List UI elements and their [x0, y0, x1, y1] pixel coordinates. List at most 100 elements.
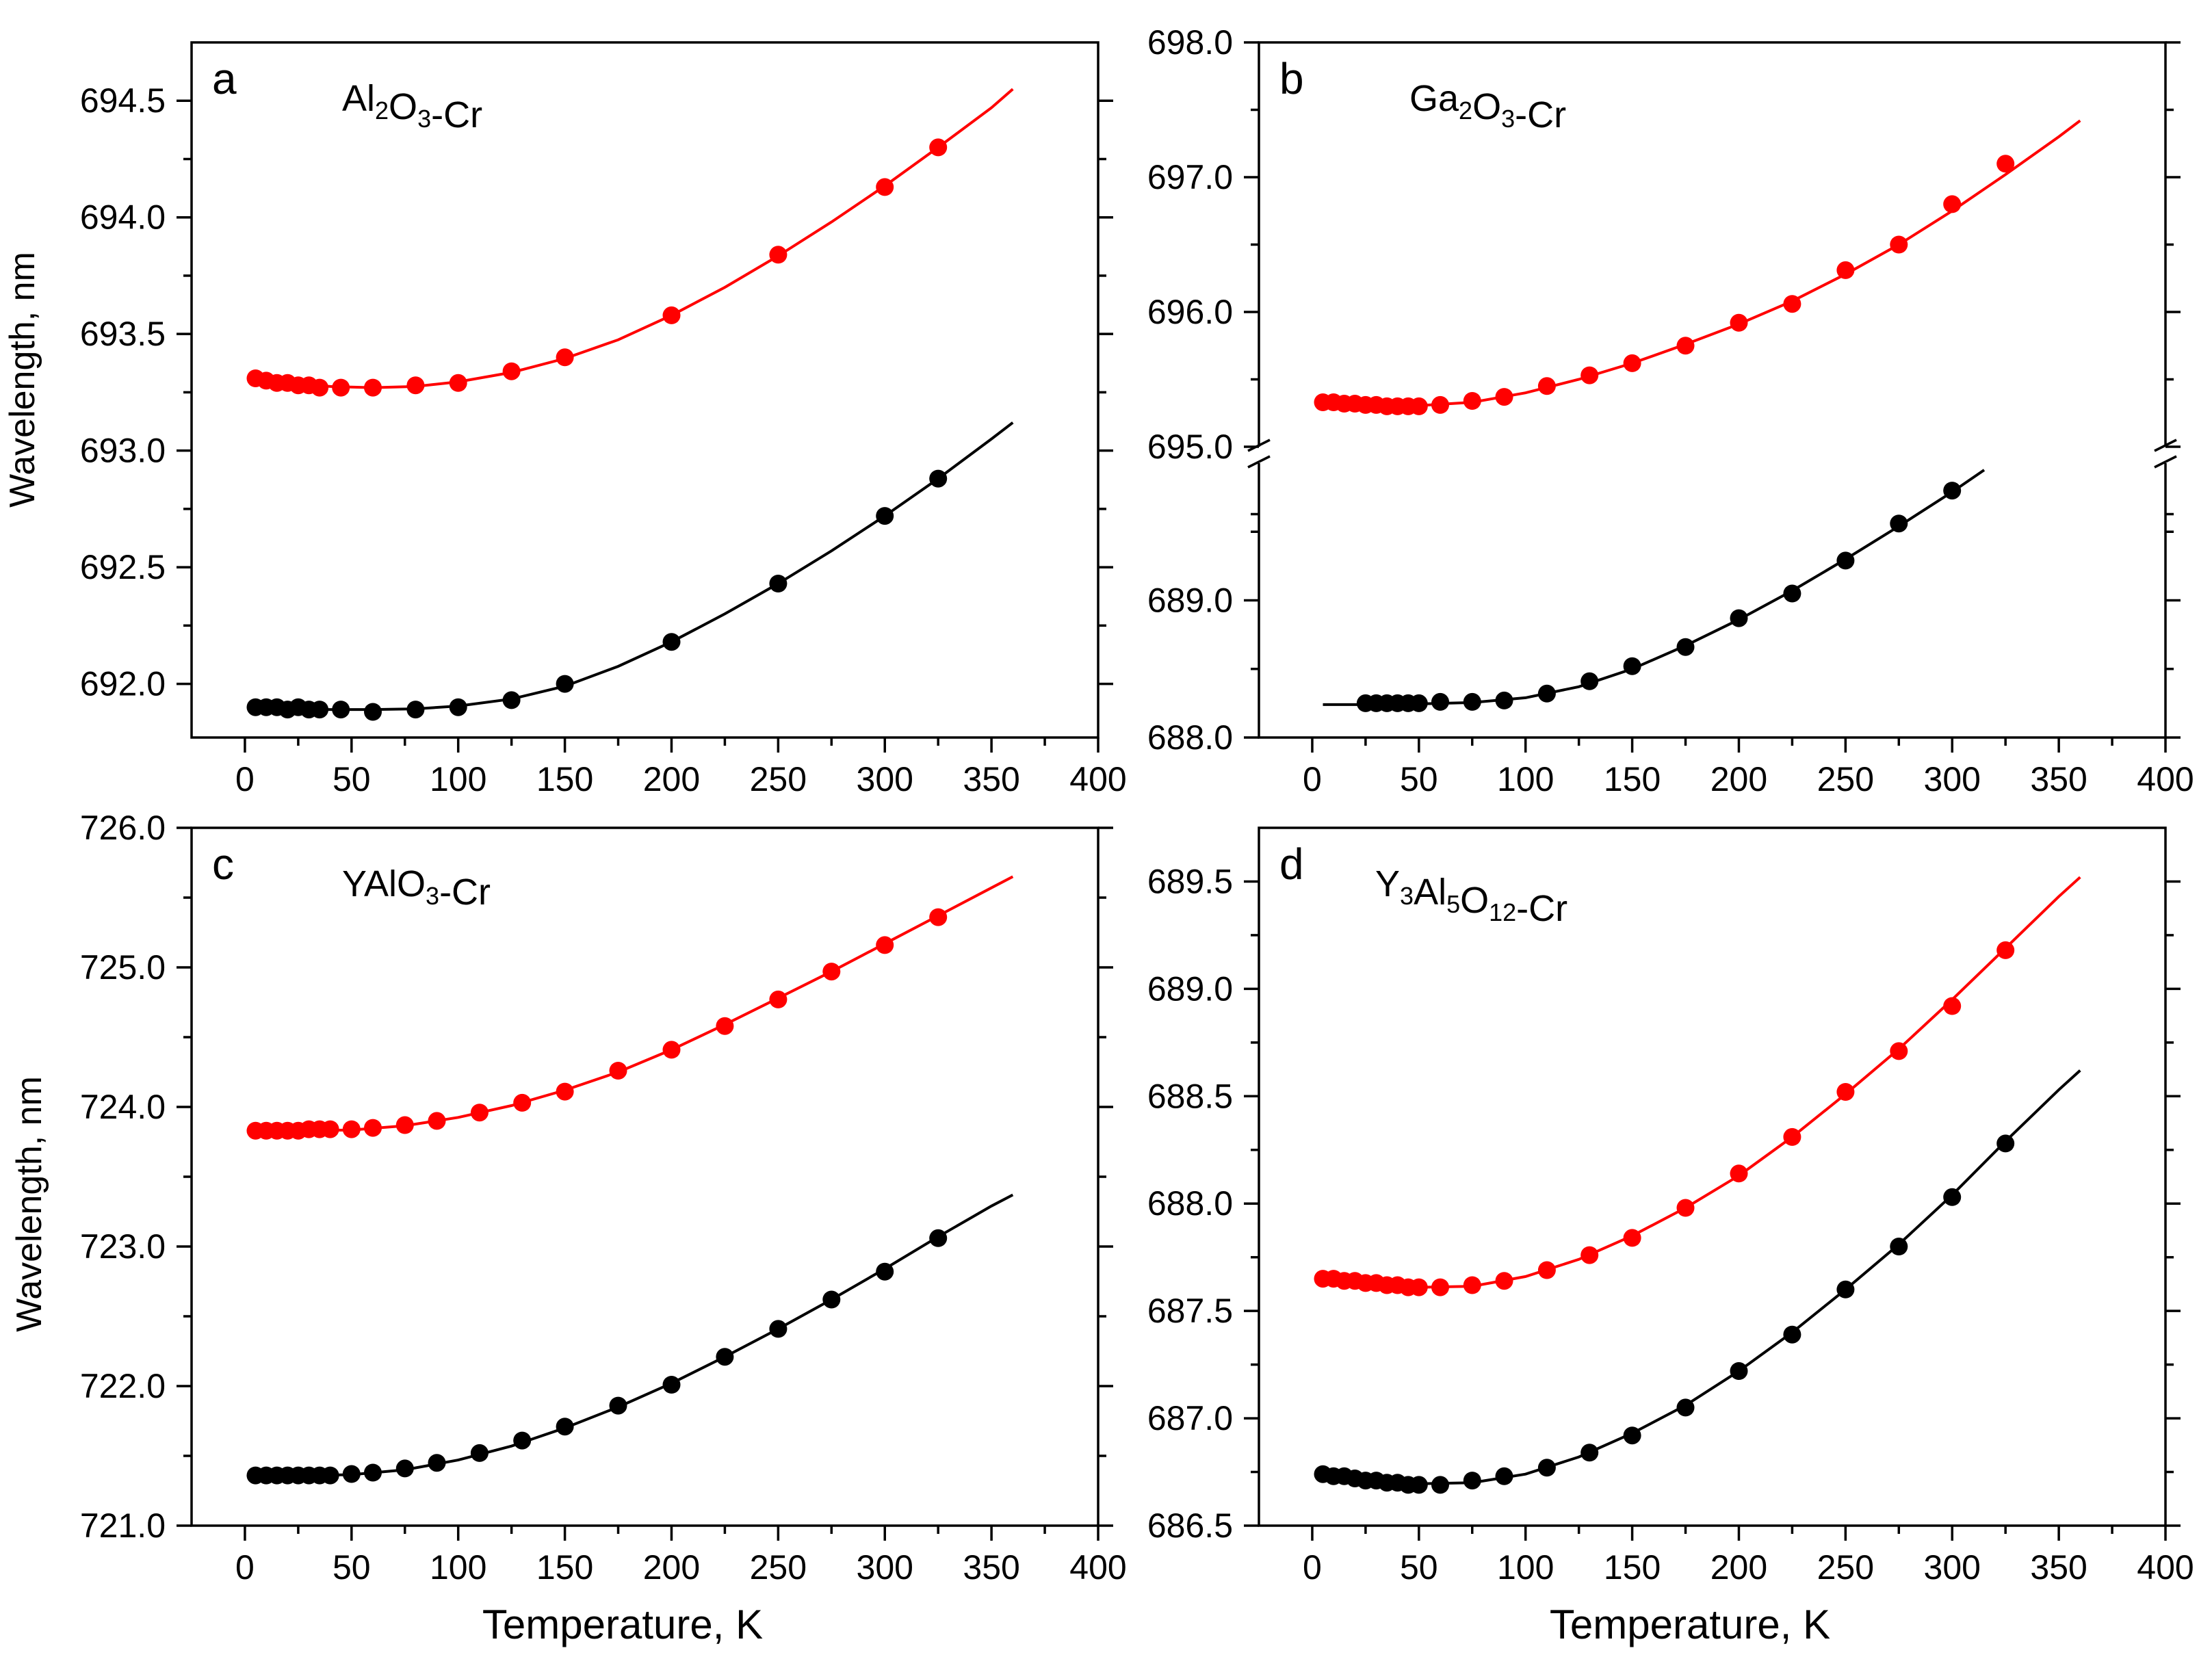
data-point [1409, 694, 1428, 712]
x-tick-label: 200 [643, 760, 700, 798]
x-tick-label: 200 [643, 1548, 700, 1587]
panel-letter: a [212, 54, 237, 103]
data-point [662, 1041, 681, 1059]
x-tick-label: 350 [2030, 760, 2087, 798]
data-point [1890, 1238, 1908, 1255]
data-point [1676, 1398, 1695, 1417]
data-point [1783, 1127, 1801, 1146]
x-tick-label: 50 [1400, 1548, 1438, 1587]
data-point [1943, 1188, 1962, 1206]
x-tick-label: 200 [1710, 1548, 1767, 1587]
axis-break-mark [2154, 455, 2177, 469]
data-point [556, 675, 574, 693]
y-tick-label: 721.0 [80, 1506, 166, 1545]
xlabel-left: Temperature, K [482, 1602, 763, 1647]
data-point [1996, 941, 2015, 959]
ylabel-top: Wavelength, nm [3, 252, 42, 508]
data-point [1730, 1362, 1748, 1380]
x-tick-label: 0 [235, 1548, 255, 1587]
data-point [1943, 997, 1962, 1015]
data-point [1623, 1229, 1641, 1247]
data-point [662, 633, 681, 651]
data-point [769, 990, 788, 1008]
data-point [556, 1418, 574, 1436]
y-tick-label: 724.0 [80, 1088, 166, 1126]
data-point [342, 1465, 361, 1483]
data-point [1623, 354, 1641, 372]
y-tick-label: 696.0 [1147, 293, 1233, 331]
x-tick-label: 50 [1400, 760, 1438, 798]
data-point [1623, 657, 1641, 675]
data-point [1836, 261, 1855, 279]
data-point [428, 1112, 446, 1130]
y-tick-label: 686.5 [1147, 1506, 1233, 1545]
axis-break-mark [1247, 455, 1271, 469]
x-tick-label: 100 [1497, 1548, 1554, 1587]
x-tick-label: 150 [1604, 1548, 1661, 1587]
data-point [342, 1120, 361, 1138]
y-tick-label: 688.0 [1147, 718, 1233, 757]
data-point [470, 1104, 489, 1122]
data-point [876, 1262, 894, 1281]
data-point [556, 348, 574, 367]
data-point [1537, 684, 1556, 703]
data-point [364, 378, 382, 397]
x-tick-label: 100 [1497, 760, 1554, 798]
data-point [311, 378, 329, 397]
data-point [769, 575, 788, 592]
x-tick-label: 250 [1817, 760, 1874, 798]
y-tick-label: 723.0 [80, 1227, 166, 1266]
axis-break-mark [1247, 439, 1271, 452]
data-point [1890, 235, 1908, 254]
x-tick-label: 350 [963, 760, 1019, 798]
panel-d: 0 50 100 150 200 250 300 350 400 686.5 687.0 687.5 6… [1147, 826, 2194, 1587]
data-point [449, 374, 467, 392]
data-point [1431, 1278, 1449, 1296]
panel-letter: b [1279, 54, 1304, 103]
x-tick-label: 300 [1924, 1548, 1981, 1587]
x-tick-label: 400 [2137, 760, 2194, 798]
x-tick-label: 150 [536, 1548, 593, 1587]
y-tick-label: 692.0 [80, 665, 166, 703]
data-point [1463, 1276, 1481, 1294]
x-tick-label: 50 [333, 1548, 371, 1587]
data-point [1409, 1476, 1428, 1494]
data-point [502, 362, 521, 380]
ylabel-bottom: Wavelength, nm [10, 1076, 49, 1332]
data-point [1431, 1476, 1449, 1494]
fit-line [1323, 469, 1986, 706]
panel-b: 0 50 100 150 200 250 300 350 400 695.0 696.0 697.0 6… [1147, 23, 2194, 798]
y-tick-label: 687.5 [1147, 1292, 1233, 1330]
y-tick-label: 688.0 [1147, 1184, 1233, 1223]
x-tick-label: 250 [750, 1548, 807, 1587]
sample-label: Y3Al5O12-Cr [1375, 863, 1567, 929]
data-point [1463, 1472, 1481, 1490]
x-tick-label: 350 [2030, 1548, 2087, 1587]
data-point [321, 1466, 339, 1485]
data-point [662, 1376, 681, 1394]
x-tick-label: 400 [1069, 1548, 1126, 1587]
data-point [1537, 1261, 1556, 1279]
y-tick-label: 693.5 [80, 315, 166, 353]
sample-label: Ga2O3-Cr [1409, 78, 1566, 135]
panel-c: 0 50 100 150 200 250 300 350 400 721.0 722.0 723.0 7… [80, 809, 1127, 1587]
data-point [1623, 1426, 1641, 1445]
data-point [929, 138, 948, 157]
x-tick-label: 100 [430, 760, 486, 798]
data-point [470, 1444, 489, 1462]
data-point [1730, 313, 1748, 332]
data-point [1783, 1325, 1801, 1344]
data-point [929, 1229, 948, 1247]
y-tick-label: 694.0 [80, 198, 166, 237]
data-point [1495, 691, 1513, 709]
sample-label: Al2O3-Cr [342, 78, 482, 135]
data-point [822, 963, 841, 981]
data-point [332, 701, 350, 719]
data-point [1431, 395, 1449, 414]
data-point [1676, 638, 1695, 656]
x-tick-label: 50 [333, 760, 371, 798]
data-point [1495, 388, 1513, 406]
y-tick-label: 689.0 [1147, 969, 1233, 1008]
data-point [1431, 692, 1449, 711]
panel-a: 0 50 100 150 200 250 300 350 400 692.0 692.5 693.0 6… [80, 41, 1127, 798]
